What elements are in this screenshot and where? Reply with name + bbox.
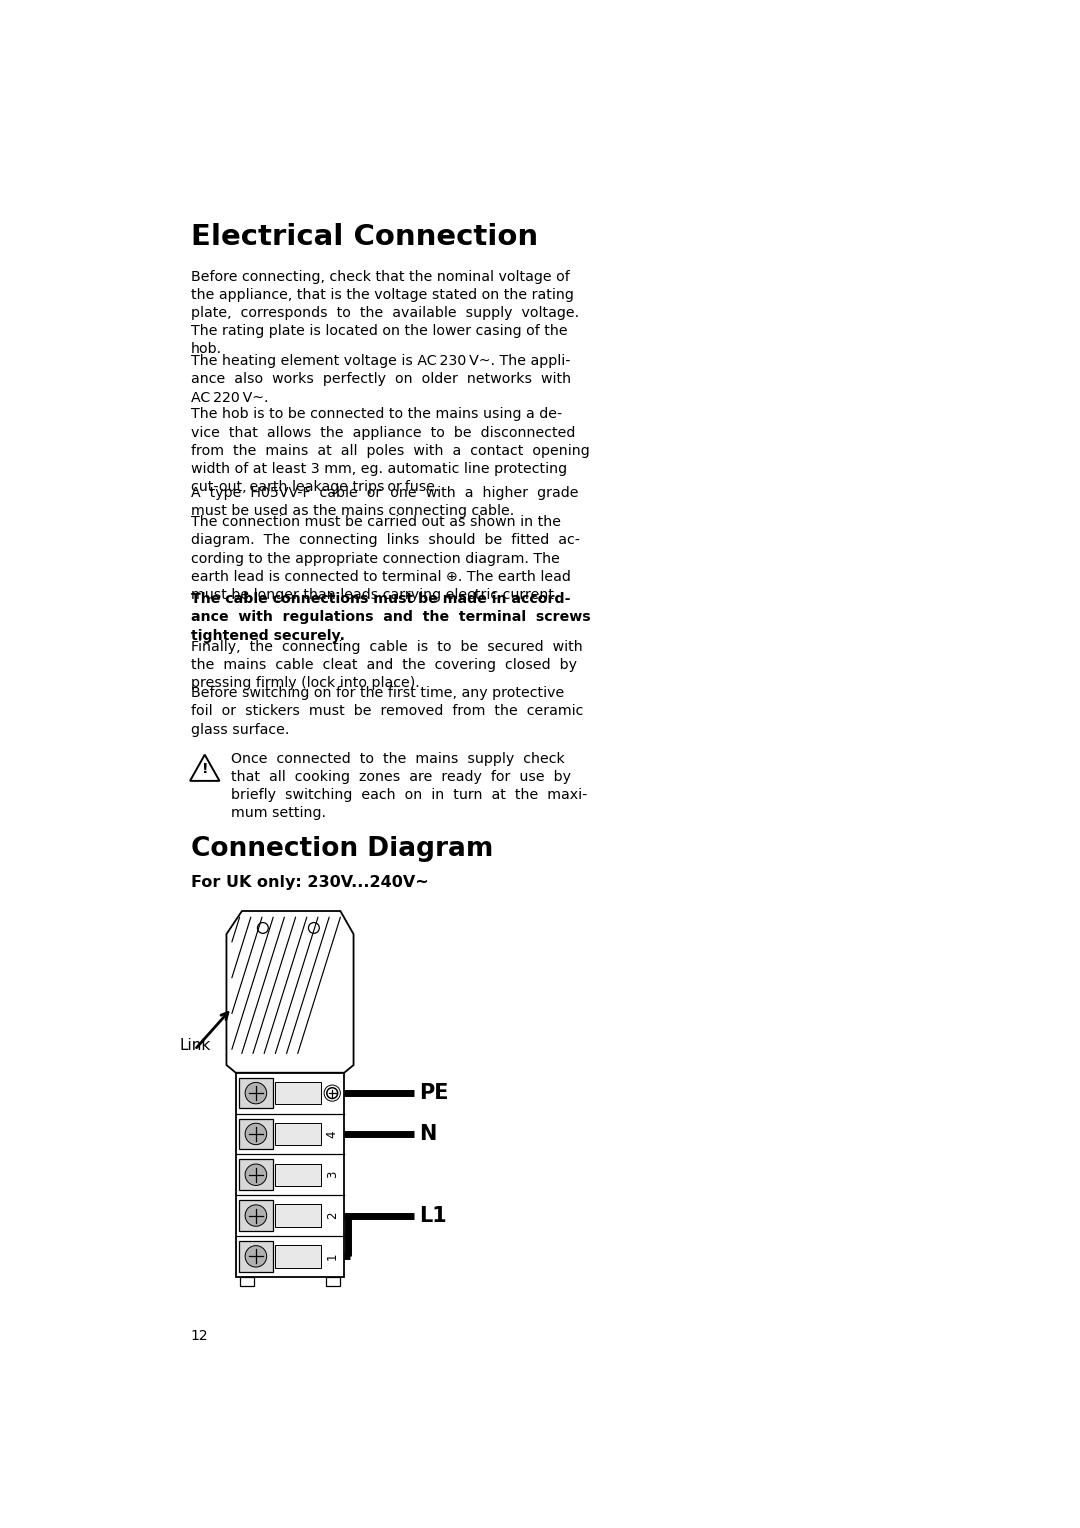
Text: 4: 4 [326, 1131, 339, 1138]
Bar [274, 1082, 321, 1105]
Bar [240, 1277, 254, 1287]
Circle shape [245, 1082, 267, 1103]
Text: Link: Link [179, 1039, 211, 1053]
Bar [239, 1199, 273, 1232]
Text: The hob is to be connected to the mains using a de-
vice  that  allows  the  app: The hob is to be connected to the mains … [191, 408, 590, 494]
Text: !: ! [202, 762, 208, 776]
Bar [239, 1241, 273, 1271]
Text: The heating element voltage is AC 230 V~. The appli-
ance  also  works  perfectl: The heating element voltage is AC 230 V~… [191, 354, 571, 405]
Bar [274, 1163, 321, 1186]
Circle shape [245, 1245, 267, 1267]
Text: Finally,  the  connecting  cable  is  to  be  secured  with
the  mains  cable  c: Finally, the connecting cable is to be s… [191, 640, 582, 691]
Text: The cable connections must be made in accord-
ance  with  regulations  and  the : The cable connections must be made in ac… [191, 593, 591, 643]
Bar [274, 1123, 321, 1144]
Text: PE: PE [419, 1083, 448, 1103]
Text: N: N [419, 1125, 436, 1144]
Bar [239, 1077, 273, 1108]
Circle shape [245, 1123, 267, 1144]
Bar [235, 1073, 345, 1277]
Bar [239, 1118, 273, 1149]
Polygon shape [227, 911, 353, 1073]
Text: The connection must be carried out as shown in the
diagram.  The  connecting  li: The connection must be carried out as sh… [191, 515, 580, 602]
Text: For UK only: 230V...240V~: For UK only: 230V...240V~ [191, 876, 429, 889]
Text: L1: L1 [419, 1206, 446, 1225]
Text: Once  connected  to  the  mains  supply  check
that  all  cooking  zones  are  r: Once connected to the mains supply check… [231, 752, 588, 821]
Text: Before connecting, check that the nominal voltage of
the appliance, that is the : Before connecting, check that the nomina… [191, 269, 579, 356]
Text: 12: 12 [191, 1329, 208, 1343]
Bar [274, 1245, 321, 1268]
Bar [274, 1204, 321, 1227]
Circle shape [245, 1206, 267, 1227]
Bar [239, 1160, 273, 1190]
Text: 3: 3 [326, 1170, 339, 1178]
Text: 2: 2 [326, 1212, 339, 1219]
Text: Before switching on for the first time, any protective
foil  or  stickers  must : Before switching on for the first time, … [191, 686, 583, 736]
Circle shape [245, 1164, 267, 1186]
Bar [326, 1277, 340, 1287]
Text: Connection Diagram: Connection Diagram [191, 836, 494, 862]
Text: A  type  H05VV-F  cable  or  one  with  a  higher  grade
must be used as the mai: A type H05VV-F cable or one with a highe… [191, 486, 578, 518]
Text: Electrical Connection: Electrical Connection [191, 223, 538, 252]
Text: 1: 1 [326, 1253, 339, 1261]
